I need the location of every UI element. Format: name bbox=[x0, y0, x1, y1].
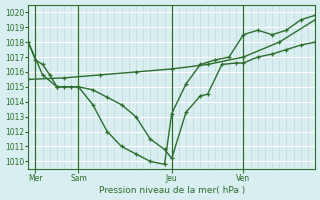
X-axis label: Pression niveau de la mer( hPa ): Pression niveau de la mer( hPa ) bbox=[99, 186, 245, 195]
